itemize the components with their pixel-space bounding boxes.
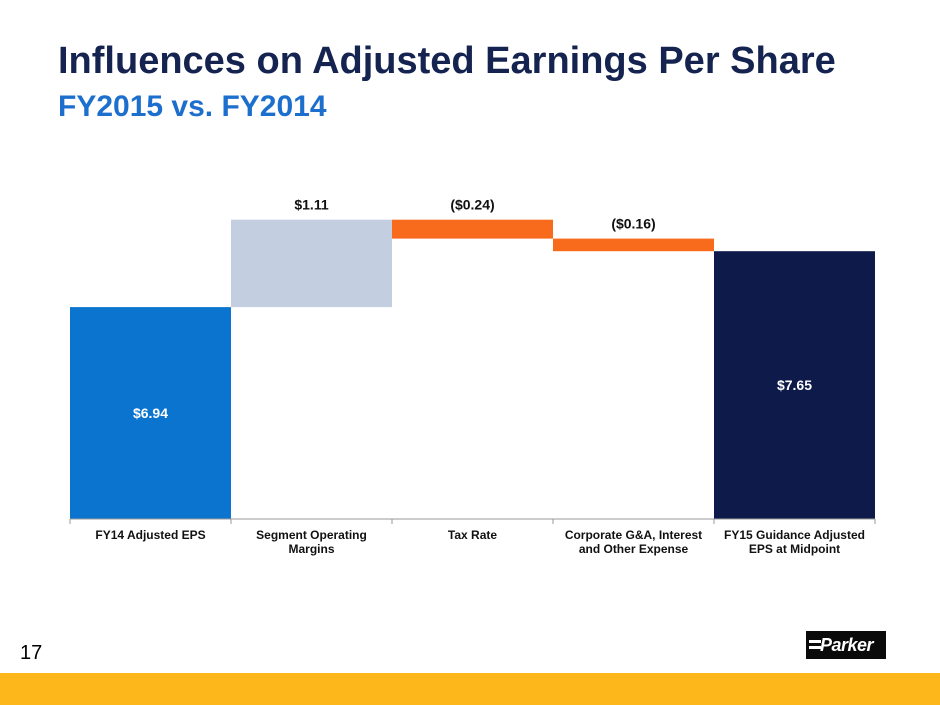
data-label-1: $1.11 — [294, 197, 328, 213]
data-label-0: $6.94 — [133, 405, 168, 421]
category-label-3: Corporate G&A, Interest and Other Expense — [564, 528, 703, 556]
data-label-4: $7.65 — [777, 377, 812, 393]
category-label-1: Segment Operating Margins — [256, 528, 367, 556]
data-label-3: ($0.16) — [611, 216, 655, 232]
data-label-2: ($0.24) — [450, 197, 494, 213]
footer-bar — [0, 673, 940, 705]
logo-text: Parker — [820, 635, 874, 655]
bar-1 — [231, 219, 392, 308]
bar-3 — [553, 238, 714, 252]
page-number: 17 — [20, 642, 43, 664]
waterfall-chart: $6.94 $1.11 ($0.24) ($0.16) $7.65 — [69, 197, 876, 524]
category-label-4: FY15 Guidance Adjusted EPS at Midpoint — [724, 528, 865, 556]
parker-logo: Parker — [806, 631, 886, 659]
bar-2 — [392, 219, 553, 239]
category-label-2: Tax Rate — [447, 528, 498, 542]
bar-4 — [714, 251, 875, 520]
slide-title: Influences on Adjusted Earnings Per Shar… — [58, 40, 836, 82]
category-label-0: FY14 Adjusted EPS — [95, 528, 206, 542]
bar-0 — [70, 307, 231, 519]
slide-subtitle: FY2015 vs. FY2014 — [58, 90, 327, 123]
